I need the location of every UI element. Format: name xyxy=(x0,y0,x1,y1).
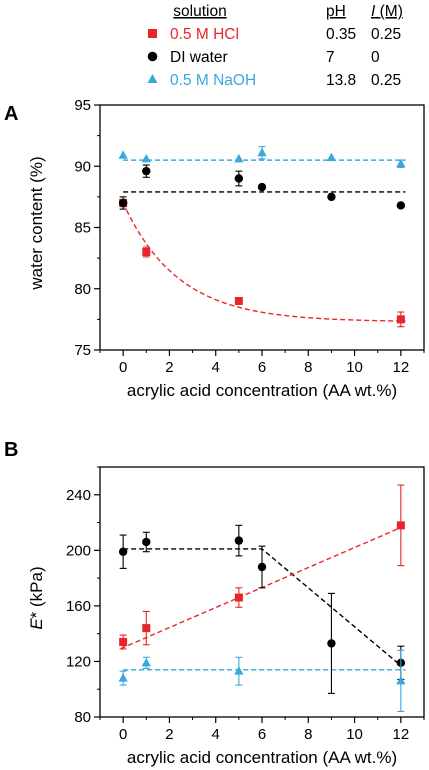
x-tick-label-b-2: 2 xyxy=(165,726,173,743)
point-b-0-5-m-hcl-2 xyxy=(234,593,243,602)
legend-marker-hcl xyxy=(148,29,157,38)
x-tick-label-a-10: 10 xyxy=(346,359,363,376)
point-a-di-water-5 xyxy=(396,201,406,210)
y-tick-label-b-200: 200 xyxy=(66,542,91,559)
point-b-di-water-0 xyxy=(118,547,128,556)
x-tick-label-b-8: 8 xyxy=(304,726,312,743)
legend-label-naoh: 0.5 M NaOH xyxy=(170,72,256,89)
legend-header-ionic: I (M) xyxy=(371,3,403,20)
y-tick-label-a-95: 95 xyxy=(74,97,91,114)
x-tick-label-a-6: 6 xyxy=(258,359,266,376)
point-a-0-5-m-hcl-2 xyxy=(234,297,243,305)
legend-row-water: DI water 7 0 xyxy=(147,49,380,66)
legend-ph-naoh: 13.8 xyxy=(326,72,356,89)
y-tick-label-b-240: 240 xyxy=(66,487,91,504)
point-b-0-5-m-naoh-2 xyxy=(234,666,244,675)
point-a-di-water-2 xyxy=(234,174,244,183)
y-tick-label-a-80: 80 xyxy=(74,281,91,298)
point-b-0-5-m-naoh-3 xyxy=(396,675,406,685)
y-tick-label-b-120: 120 xyxy=(66,653,91,670)
point-a-0-5-m-naoh-1 xyxy=(141,153,151,163)
legend-ph-water: 7 xyxy=(326,49,335,66)
y-tick-label-a-85: 85 xyxy=(74,220,91,237)
point-a-0-5-m-hcl-1 xyxy=(142,248,151,256)
legend-header-ionic-symbol: I xyxy=(371,3,376,20)
point-b-di-water-1 xyxy=(142,537,151,547)
point-b-0-5-m-hcl-3 xyxy=(396,521,405,530)
point-b-0-5-m-hcl-1 xyxy=(142,624,151,633)
y-tick-label-a-75: 75 xyxy=(74,342,91,359)
x-tick-label-b-6: 6 xyxy=(258,726,266,743)
point-b-0-5-m-naoh-1 xyxy=(141,657,151,667)
point-b-0-5-m-naoh-0 xyxy=(118,673,128,682)
point-a-di-water-3 xyxy=(257,182,267,192)
legend-ph-hcl: 0.35 xyxy=(326,26,356,43)
panel-label-b: B xyxy=(4,439,18,461)
point-b-di-water-3 xyxy=(257,562,267,572)
point-a-di-water-0 xyxy=(118,198,128,208)
y-tick-label-b-80: 80 xyxy=(74,709,91,726)
legend-row-hcl: 0.5 M HCl 0.35 0.25 xyxy=(148,26,401,43)
fit-line-b-2 xyxy=(120,524,406,650)
point-b-di-water-4 xyxy=(327,639,336,648)
y-tick-label-b-160: 160 xyxy=(66,598,91,615)
point-a-di-water-1 xyxy=(142,166,151,176)
x-tick-label-a-0: 0 xyxy=(119,359,127,376)
y-tick-label-a-90: 90 xyxy=(74,158,91,175)
legend-marker-water xyxy=(147,51,158,62)
point-a-0-5-m-naoh-5 xyxy=(396,158,406,168)
x-tick-label-a-12: 12 xyxy=(393,359,410,376)
legend-ionic-hcl: 0.25 xyxy=(371,26,401,43)
legend-row-naoh: 0.5 M NaOH 13.8 0.25 xyxy=(147,72,401,89)
legend-header-ionic-unit: (M) xyxy=(375,3,403,20)
x-axis-title-a: acrylic acid concentration (AA wt.%) xyxy=(127,381,397,400)
point-a-di-water-4 xyxy=(327,192,336,202)
legend-ionic-water: 0 xyxy=(371,49,380,66)
y-axis-title-b-unit: * (kPa) xyxy=(27,566,46,618)
x-tick-label-b-0: 0 xyxy=(119,726,127,743)
y-axis-title-b-symbol: E xyxy=(27,618,46,630)
legend-ionic-naoh: 0.25 xyxy=(371,72,401,89)
plot-frame-a xyxy=(99,104,425,351)
legend-label-water: DI water xyxy=(170,49,228,66)
point-a-0-5-m-naoh-0 xyxy=(118,150,128,159)
point-a-0-5-m-naoh-4 xyxy=(326,152,337,162)
point-a-0-5-m-naoh-3 xyxy=(257,147,267,157)
legend: solution pH I (M) 0.5 M HCl 0.35 0.25 DI… xyxy=(147,3,403,89)
plot-water-content: 0 2 4 6 8 10 12 75 80 85 90 95 xyxy=(74,97,425,376)
point-a-0-5-m-hcl-3 xyxy=(396,315,405,324)
legend-header-solution: solution xyxy=(173,3,226,20)
point-b-0-5-m-hcl-0 xyxy=(119,638,128,646)
x-tick-label-b-10: 10 xyxy=(346,726,363,743)
y-axis-title-b: E* (kPa) xyxy=(27,566,46,629)
x-tick-label-b-12: 12 xyxy=(393,726,410,743)
fit-line-a-2 xyxy=(122,202,406,322)
legend-label-hcl: 0.5 M HCl xyxy=(170,26,239,43)
panel-label-a: A xyxy=(4,103,18,125)
plot-frame-b xyxy=(99,466,425,718)
legend-header-ph: pH xyxy=(326,3,346,20)
x-tick-label-a-2: 2 xyxy=(165,359,173,376)
legend-marker-naoh xyxy=(147,74,158,83)
x-tick-label-a-4: 4 xyxy=(212,359,220,376)
x-axis-title-b: acrylic acid concentration (AA wt.%) xyxy=(127,748,397,767)
point-a-0-5-m-naoh-2 xyxy=(234,153,244,163)
x-tick-label-a-8: 8 xyxy=(304,359,312,376)
plot-modulus: 0 2 4 6 8 10 12 80 120 160 200 240 xyxy=(66,466,425,743)
x-tick-label-b-4: 4 xyxy=(212,726,220,743)
point-b-di-water-2 xyxy=(234,536,244,545)
y-axis-title-a: water content (%) xyxy=(27,156,46,290)
